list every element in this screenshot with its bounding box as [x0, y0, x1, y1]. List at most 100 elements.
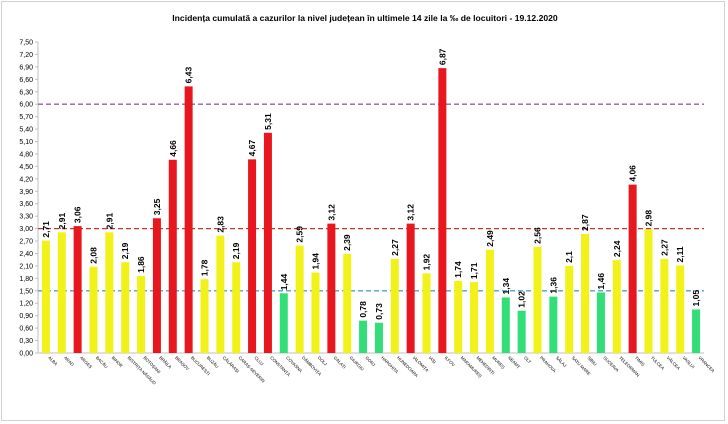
y-tick-label: 2,70: [19, 239, 33, 246]
bar-value-label: 6,87: [437, 48, 447, 65]
bar: [390, 258, 399, 353]
bar-value-label: 1,86: [136, 256, 146, 273]
y-tick-label: 6,90: [19, 64, 33, 71]
x-tick-label: BRĂILA: [158, 355, 172, 369]
bar: [343, 253, 352, 353]
threshold-lines: [38, 103, 704, 292]
y-tick-label: 5,70: [19, 114, 33, 121]
y-tick-label: 2,10: [19, 263, 33, 270]
bar: [485, 249, 494, 353]
x-tick-label: GIURGIU: [349, 355, 366, 372]
bar-value-label: 1,46: [596, 273, 606, 290]
bar: [311, 272, 320, 353]
bar: [422, 273, 431, 353]
y-tick-label: 6,30: [19, 89, 33, 96]
x-tick-label: ILFOV: [444, 355, 456, 367]
bar-value-label: 2,27: [659, 239, 669, 256]
bar: [565, 265, 574, 353]
y-tick-label: 3,00: [19, 226, 33, 233]
x-tick-label: VÂLCEA: [666, 355, 682, 371]
bar-value-label: 2,19: [120, 242, 130, 259]
bar: [184, 86, 193, 354]
bar-value-label: 2,56: [533, 227, 543, 244]
y-axis: 0,00 0,30 0,60 0,90 1,20 1,50 1,80 2,10 2,40 2,70…: [19, 40, 704, 358]
x-tick-label: ARAD: [63, 355, 75, 367]
y-tick-label: 0,90: [19, 313, 33, 320]
bar-value-label: 2,49: [485, 230, 495, 247]
y-tick-label: 7,50: [19, 40, 33, 47]
bar: [216, 235, 225, 353]
bar-value-label: 3,12: [326, 204, 336, 221]
bar-value-label: 2,83: [215, 216, 225, 233]
bar-value-label: 2,91: [104, 213, 114, 230]
y-tick-label: 6,00: [19, 102, 33, 109]
bar: [692, 309, 701, 353]
value-labels: 2,71 2,91 3,06 2,08 2,91 2,19 1,86 3,25 4,66 6,43…: [41, 48, 701, 319]
bar: [295, 245, 304, 353]
x-tick-label: IAȘI: [428, 355, 437, 364]
bar-value-label: 4,67: [247, 140, 257, 157]
bar: [644, 229, 653, 353]
bar-value-label: 4,06: [628, 165, 638, 182]
bar: [279, 293, 288, 353]
bars: [41, 68, 701, 354]
bar: [470, 282, 479, 353]
bar: [121, 262, 130, 353]
y-tick-label: 5,10: [19, 139, 33, 146]
bar: [359, 320, 368, 353]
x-tick-label: GALAȚI: [333, 355, 347, 369]
bar: [501, 297, 510, 353]
bar: [517, 310, 526, 353]
bar-value-label: 1,71: [469, 262, 479, 279]
bar-value-label: 2,1: [564, 251, 574, 263]
bar: [660, 258, 669, 353]
bar: [549, 296, 558, 353]
bar: [406, 223, 415, 353]
x-tick-label: SĂLAJ: [555, 355, 568, 368]
bar: [628, 184, 637, 353]
x-tick-label: OLT: [523, 355, 532, 364]
bar-value-label: 2,24: [612, 240, 622, 257]
bar: [438, 68, 447, 354]
bar-value-label: 2,39: [342, 234, 352, 251]
y-tick-label: 7,20: [19, 52, 33, 59]
bar: [152, 218, 161, 353]
bar-value-label: 2,59: [295, 226, 305, 243]
y-tick-label: 3,60: [19, 201, 33, 208]
bar: [168, 159, 177, 353]
y-tick-label: 2,40: [19, 251, 33, 258]
chart-title: Incidența cumulată a cazurilor la nivel …: [172, 13, 558, 23]
x-tick-label: BRAȘOV: [174, 355, 190, 371]
bar-value-label: 2,98: [644, 210, 654, 227]
x-tick-label: TIMIȘ: [634, 355, 646, 367]
y-tick-label: 4,20: [19, 176, 33, 183]
bar-value-label: 2,87: [580, 214, 590, 231]
bar: [454, 280, 463, 353]
bar: [533, 246, 542, 353]
y-tick-label: 0,60: [19, 326, 33, 333]
bar-value-label: 6,43: [184, 67, 194, 84]
bar-value-label: 1,36: [548, 277, 558, 294]
y-tick-label: 4,80: [19, 151, 33, 158]
bar-value-label: 2,11: [675, 246, 685, 262]
bar-value-label: 1,94: [311, 253, 321, 270]
bar: [581, 233, 590, 353]
bar-value-label: 5,31: [263, 113, 273, 130]
bar: [248, 159, 257, 353]
x-tick-label: MUREȘ: [491, 355, 506, 370]
x-tick-label: CLUJ: [253, 355, 264, 366]
bar: [73, 226, 82, 353]
bar: [374, 322, 383, 353]
y-tick-label: 1,20: [19, 301, 33, 308]
x-tick-label: VRANCEA: [697, 355, 715, 373]
bar-value-label: 4,66: [168, 140, 178, 157]
x-tick-label: BACĂU: [95, 355, 109, 369]
x-tick-label: BISTRIȚA NĂSĂUD: [127, 355, 158, 386]
bar: [596, 292, 605, 353]
y-tick-label: 0,00: [19, 351, 33, 358]
bar: [89, 266, 98, 353]
bar: [200, 279, 209, 353]
bar: [676, 265, 685, 353]
